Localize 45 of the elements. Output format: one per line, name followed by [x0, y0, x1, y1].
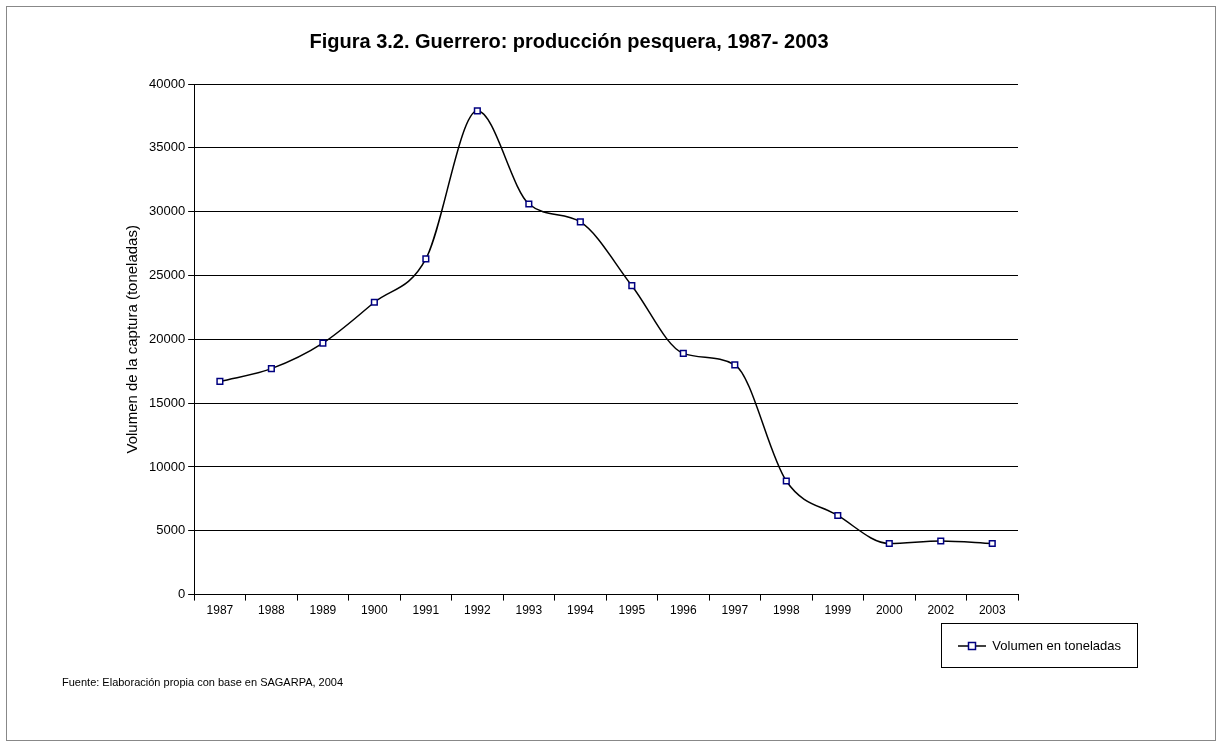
y-tick-label: 40000: [148, 75, 186, 91]
x-tick-label: 1900: [361, 603, 389, 618]
y-tick-label: 5000: [156, 522, 186, 538]
x-tick-label: 2003: [978, 603, 1006, 618]
x-tick-label: 1996: [669, 603, 697, 618]
point: [885, 539, 893, 548]
point: [216, 377, 224, 385]
y-tick-label: 15000: [148, 394, 186, 410]
y-tick-label: 35000: [148, 139, 186, 155]
point: [319, 339, 327, 347]
point: [731, 361, 739, 369]
point: [525, 200, 533, 208]
x-tick-label: 1997: [721, 603, 749, 618]
x-tick-label: 2000: [875, 603, 903, 618]
chart-title: Figura 3.2. Guerrero: producción pesquera, 1987- 2003: [309, 29, 829, 52]
point: [937, 537, 945, 545]
x-tick-label: 1995: [618, 603, 646, 618]
y-tick-label: 20000: [148, 330, 186, 346]
y-tick-label: 0: [177, 586, 186, 602]
x-tick-label: 1993: [515, 603, 543, 618]
y-axis-title: Volumen de la captura (toneladas): [123, 225, 141, 454]
point: [834, 511, 842, 520]
point: [576, 218, 584, 226]
point: [267, 365, 275, 373]
point: [473, 107, 481, 115]
x-tick-label: 1999: [824, 603, 852, 618]
x-tick-label: 1989: [309, 603, 337, 618]
point: [422, 255, 430, 263]
source-note: Fuente: Elaboración propia con base en SAGARPA, 2004: [62, 676, 344, 688]
x-tick-label: 2002: [927, 603, 955, 618]
x-tick-label: 1992: [464, 603, 492, 618]
legend-label: Volumen en toneladas: [992, 638, 1121, 653]
point: [370, 298, 378, 306]
y-tick-label: 25000: [148, 267, 186, 283]
y-tick-label: 30000: [148, 203, 186, 219]
y-tick-label: 10000: [148, 458, 186, 474]
x-tick-label: 1991: [412, 603, 440, 618]
point: [988, 539, 996, 548]
point: [679, 349, 687, 357]
x-tick-label: 1988: [258, 603, 286, 618]
x-tick-label: 1987: [206, 603, 234, 618]
x-tick-label: 1994: [566, 603, 594, 618]
point: [782, 477, 790, 485]
point: [628, 282, 636, 290]
x-tick-label: 1998: [772, 603, 800, 618]
